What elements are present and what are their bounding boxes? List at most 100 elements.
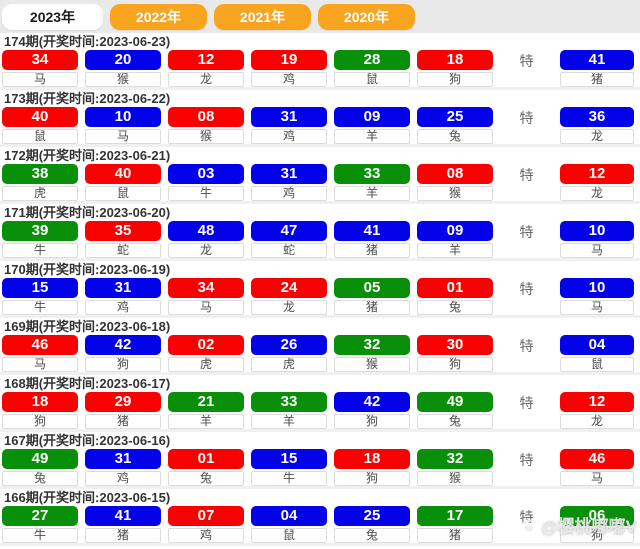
number-ball: 40 bbox=[2, 107, 78, 127]
result-cell: 01 兔 bbox=[417, 278, 493, 315]
special-cell: 12 龙 bbox=[560, 164, 634, 201]
result-cell: 48 龙 bbox=[168, 221, 244, 258]
year-tab-2021年[interactable]: 2021年 bbox=[214, 4, 311, 30]
animal-label: 鼠 bbox=[560, 357, 634, 372]
number-ball: 35 bbox=[85, 221, 161, 241]
result-cell: 18 狗 bbox=[2, 392, 78, 429]
result-cell: 02 虎 bbox=[168, 335, 244, 372]
animal-label: 羊 bbox=[417, 243, 493, 258]
period-grid: 40 鼠 10 马 08 猴 31 鸡 09 羊 25 兔 特 36 龙 bbox=[0, 107, 640, 144]
animal-label: 牛 bbox=[168, 186, 244, 201]
animal-label: 狗 bbox=[560, 528, 634, 543]
result-cell: 40 鼠 bbox=[2, 107, 78, 144]
special-marker: 特 bbox=[519, 338, 534, 354]
number-ball: 40 bbox=[85, 164, 161, 184]
animal-label: 兔 bbox=[334, 528, 410, 543]
special-cell: 10 马 bbox=[560, 221, 634, 258]
animal-label: 狗 bbox=[417, 72, 493, 87]
result-cell: 09 羊 bbox=[334, 107, 410, 144]
special-marker: 特 bbox=[519, 110, 534, 126]
result-cell: 25 兔 bbox=[334, 506, 410, 543]
animal-label: 马 bbox=[560, 300, 634, 315]
number-ball: 38 bbox=[2, 164, 78, 184]
period-grid: 39 牛 35 蛇 48 龙 47 蛇 41 猪 09 羊 特 10 马 bbox=[0, 221, 640, 258]
period-row: 169期(开奖时间:2023-06-18) 46 马 42 狗 02 虎 26 … bbox=[0, 318, 640, 375]
number-ball: 21 bbox=[168, 392, 244, 412]
result-cell: 31 鸡 bbox=[251, 164, 327, 201]
number-ball: 18 bbox=[2, 392, 78, 412]
result-cell: 42 狗 bbox=[334, 392, 410, 429]
animal-label: 猪 bbox=[417, 528, 493, 543]
number-ball: 15 bbox=[2, 278, 78, 298]
special-marker: 特 bbox=[519, 224, 534, 240]
number-ball: 10 bbox=[560, 278, 634, 298]
result-cell: 18 狗 bbox=[417, 50, 493, 87]
animal-label: 狗 bbox=[334, 471, 410, 486]
result-cell: 47 蛇 bbox=[251, 221, 327, 258]
result-cell: 40 鼠 bbox=[85, 164, 161, 201]
period-grid: 46 马 42 狗 02 虎 26 虎 32 猴 30 狗 特 04 鼠 bbox=[0, 335, 640, 372]
animal-label: 龙 bbox=[168, 243, 244, 258]
number-ball: 18 bbox=[417, 50, 493, 70]
number-ball: 15 bbox=[251, 449, 327, 469]
result-cell: 01 兔 bbox=[168, 449, 244, 486]
animal-label: 猴 bbox=[85, 72, 161, 87]
result-cell: 33 羊 bbox=[251, 392, 327, 429]
animal-label: 羊 bbox=[168, 414, 244, 429]
number-ball: 12 bbox=[560, 164, 634, 184]
period-title: 167期(开奖时间:2023-06-16) bbox=[4, 433, 171, 448]
number-ball: 12 bbox=[560, 392, 634, 412]
special-cell: 06 狗 bbox=[560, 506, 634, 543]
period-title: 174期(开奖时间:2023-06-23) bbox=[4, 34, 171, 49]
special-cell: 36 龙 bbox=[560, 107, 634, 144]
animal-label: 龙 bbox=[168, 72, 244, 87]
number-ball: 42 bbox=[334, 392, 410, 412]
animal-label: 羊 bbox=[251, 414, 327, 429]
result-cell: 35 蛇 bbox=[85, 221, 161, 258]
number-ball: 08 bbox=[168, 107, 244, 127]
number-ball: 36 bbox=[560, 107, 634, 127]
result-cell: 07 鸡 bbox=[168, 506, 244, 543]
year-tab-2020年[interactable]: 2020年 bbox=[318, 4, 415, 30]
number-ball: 08 bbox=[417, 164, 493, 184]
special-cell: 04 鼠 bbox=[560, 335, 634, 372]
result-cell: 18 狗 bbox=[334, 449, 410, 486]
result-cell: 09 羊 bbox=[417, 221, 493, 258]
period-row: 168期(开奖时间:2023-06-17) 18 狗 29 猪 21 羊 33 … bbox=[0, 375, 640, 432]
period-title: 170期(开奖时间:2023-06-19) bbox=[4, 262, 171, 277]
animal-label: 马 bbox=[168, 300, 244, 315]
period-title: 171期(开奖时间:2023-06-20) bbox=[4, 205, 171, 220]
number-ball: 31 bbox=[85, 449, 161, 469]
number-ball: 31 bbox=[85, 278, 161, 298]
result-cell: 04 鼠 bbox=[251, 506, 327, 543]
number-ball: 02 bbox=[168, 335, 244, 355]
number-ball: 12 bbox=[168, 50, 244, 70]
number-ball: 33 bbox=[334, 164, 410, 184]
result-cell: 20 猴 bbox=[85, 50, 161, 87]
number-ball: 10 bbox=[85, 107, 161, 127]
animal-label: 鸡 bbox=[251, 129, 327, 144]
number-ball: 19 bbox=[251, 50, 327, 70]
number-ball: 39 bbox=[2, 221, 78, 241]
special-cell: 10 马 bbox=[560, 278, 634, 315]
year-tab-2023年[interactable]: 2023年 bbox=[2, 4, 103, 30]
number-ball: 20 bbox=[85, 50, 161, 70]
period-title: 166期(开奖时间:2023-06-15) bbox=[4, 490, 171, 505]
year-tab-2022年[interactable]: 2022年 bbox=[110, 4, 207, 30]
number-ball: 32 bbox=[417, 449, 493, 469]
result-cell: 49 兔 bbox=[417, 392, 493, 429]
result-cell: 34 马 bbox=[2, 50, 78, 87]
result-cell: 34 马 bbox=[168, 278, 244, 315]
period-row: 172期(开奖时间:2023-06-21) 38 虎 40 鼠 03 牛 31 … bbox=[0, 147, 640, 204]
number-ball: 01 bbox=[168, 449, 244, 469]
animal-label: 牛 bbox=[251, 471, 327, 486]
animal-label: 兔 bbox=[417, 300, 493, 315]
period-grid: 18 狗 29 猪 21 羊 33 羊 42 狗 49 兔 特 12 龙 bbox=[0, 392, 640, 429]
period-title: 169期(开奖时间:2023-06-18) bbox=[4, 319, 171, 334]
special-cell: 12 龙 bbox=[560, 392, 634, 429]
animal-label: 虎 bbox=[251, 357, 327, 372]
number-ball: 41 bbox=[85, 506, 161, 526]
number-ball: 46 bbox=[560, 449, 634, 469]
animal-label: 猴 bbox=[417, 471, 493, 486]
number-ball: 28 bbox=[334, 50, 410, 70]
